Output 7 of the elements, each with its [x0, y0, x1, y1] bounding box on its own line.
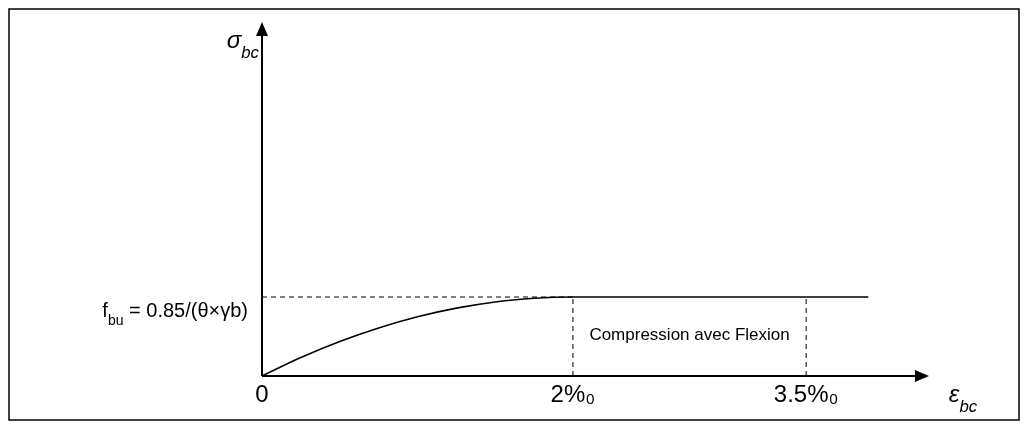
x-tick-label: 0: [255, 380, 269, 407]
annotation: Compression avec Flexion: [589, 325, 790, 345]
x-tick-label: 3.5%₀: [773, 380, 839, 407]
x-axis-title: ε$_{bc}$: [948, 380, 978, 416]
text: f$_{bu}$ = 0.85/(θ×γb): [102, 298, 248, 328]
x-tick-label: 2%₀: [550, 380, 596, 407]
text: σ$_{bc}$: [226, 26, 260, 62]
